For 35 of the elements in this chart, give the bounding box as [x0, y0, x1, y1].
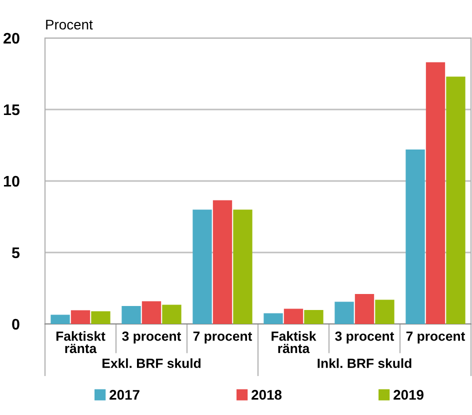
- bar: [264, 313, 283, 324]
- y-tick-label: 5: [12, 248, 20, 258]
- legend-label: 2017: [110, 390, 140, 400]
- bar: [446, 76, 466, 324]
- x-tick-label: 7 procent: [406, 332, 466, 344]
- legend-label: 2019: [394, 390, 424, 400]
- legend-label: 2018: [252, 390, 282, 400]
- bar: [354, 294, 374, 324]
- bar: [91, 311, 110, 324]
- text: Inkl. BRF skuld: [318, 358, 412, 368]
- bar: [212, 200, 232, 324]
- y-tick-label: 15: [4, 104, 20, 116]
- text: Exkl. BRF skuld: [102, 358, 200, 368]
- bar: [426, 62, 446, 324]
- y-tick-label: 10: [4, 176, 20, 187]
- bar: [375, 300, 394, 324]
- bar: [233, 210, 252, 324]
- bar: [192, 210, 212, 324]
- x-tick-label: 3 procent: [122, 332, 182, 344]
- bar: [304, 310, 324, 324]
- bar: [50, 314, 70, 324]
- bar: [122, 306, 141, 324]
- bar: [142, 301, 162, 324]
- y-tick-label: 20: [4, 32, 20, 44]
- bar: [162, 304, 182, 324]
- x-tick-label: Faktisk ränta: [272, 331, 316, 354]
- x-tick-label: 3 procent: [335, 332, 394, 344]
- bar: [406, 150, 425, 324]
- x-tick-label: 7 procent: [193, 332, 252, 344]
- x-tick-label: Faktiskt ränta: [56, 331, 106, 354]
- y-tick-label: 0: [12, 318, 20, 330]
- bar: [334, 302, 354, 324]
- bar: [70, 310, 90, 324]
- y-axis-title: Procent: [46, 20, 93, 30]
- bar: [284, 308, 304, 324]
